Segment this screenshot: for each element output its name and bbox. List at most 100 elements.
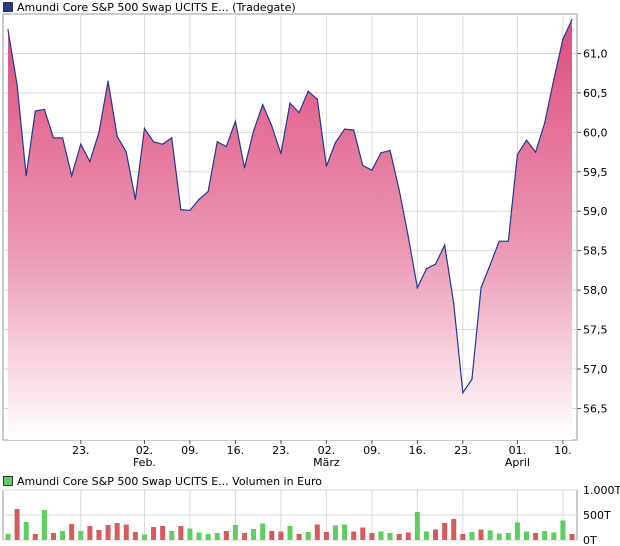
volume-bar <box>387 533 393 540</box>
price-y-tick-label: 56,5 <box>583 402 608 415</box>
price-point <box>216 141 218 143</box>
price-point <box>343 128 346 130</box>
volume-legend-swatch <box>3 476 13 486</box>
price-point <box>462 392 464 394</box>
price-point <box>71 175 73 177</box>
price-x-month-label: Feb. <box>133 456 156 469</box>
volume-bar <box>542 531 548 540</box>
price-x-tick-label: 16. <box>227 444 245 457</box>
volume-bar <box>60 531 66 540</box>
price-point <box>389 149 391 152</box>
volume-legend-label: Amundi Core S&P 500 Swap UCITS E... Volu… <box>17 474 323 488</box>
volume-bar <box>433 529 439 540</box>
price-area-fill <box>8 19 572 441</box>
volume-bar <box>296 534 302 540</box>
volume-bar <box>251 529 257 540</box>
volume-bar <box>496 533 502 540</box>
price-x-month-label: April <box>505 456 530 469</box>
price-x-tick-label: 02. <box>318 444 336 457</box>
price-point <box>525 139 528 141</box>
price-point <box>289 102 291 104</box>
volume-bar <box>14 509 20 540</box>
volume-chart: 1.000T 500T 0T <box>2 484 620 546</box>
volume-bar <box>314 524 320 540</box>
volume-bar <box>378 531 384 540</box>
price-point <box>516 153 519 156</box>
volume-bar <box>287 526 293 540</box>
volume-bar <box>178 526 184 540</box>
price-point <box>307 90 309 92</box>
volume-bar <box>214 533 220 540</box>
volume-y-tick-label: 500T <box>583 509 611 522</box>
volume-bar <box>560 520 566 540</box>
price-point <box>507 240 509 242</box>
price-point <box>43 108 45 111</box>
price-point <box>498 240 500 242</box>
price-point <box>152 141 155 143</box>
volume-legend: Amundi Core S&P 500 Swap UCITS E... Volu… <box>3 474 322 488</box>
price-point <box>489 264 491 266</box>
volume-bar <box>396 534 402 540</box>
volume-bar <box>487 530 493 540</box>
price-y-tick-label: 58,0 <box>583 284 608 297</box>
price-point <box>562 38 564 40</box>
volume-bar <box>460 534 466 540</box>
volume-bar <box>351 531 357 540</box>
volume-bar <box>223 531 229 540</box>
price-y-tick-label: 58,5 <box>583 245 608 258</box>
volume-bar <box>260 523 266 540</box>
volume-bar <box>105 525 111 540</box>
volume-bar <box>514 522 520 540</box>
volume-bar <box>123 524 129 540</box>
volume-bar <box>196 532 202 540</box>
price-point <box>544 122 546 124</box>
volume-bar <box>332 525 338 540</box>
volume-bar <box>551 532 557 540</box>
price-y-tick-label: 57,0 <box>583 363 608 376</box>
volume-bar <box>78 531 84 540</box>
volume-bar <box>569 534 575 540</box>
price-x-month-label: März <box>313 456 340 469</box>
volume-bar <box>269 531 275 540</box>
price-point <box>61 137 64 139</box>
price-point <box>225 145 227 148</box>
price-point <box>553 78 555 81</box>
price-point <box>380 152 382 154</box>
price-point <box>34 110 36 112</box>
price-chart: 61,0 60,5 60,0 59,5 59,0 58,5 58,0 57,5 57,0 56,5… <box>2 13 608 469</box>
price-x-tick-label: 02. <box>136 444 154 457</box>
price-point <box>444 244 446 246</box>
price-x-tick-label: 23. <box>272 444 290 457</box>
volume-bar <box>96 530 102 540</box>
price-x-tick-label: 10. <box>554 444 572 457</box>
price-y-tick-label: 60,5 <box>583 87 608 100</box>
volume-bar <box>151 527 157 540</box>
volume-bar <box>369 533 375 540</box>
price-point <box>171 137 173 139</box>
volume-bar <box>41 510 47 540</box>
volume-bar <box>405 532 411 540</box>
volume-bar <box>323 532 329 540</box>
volume-bar <box>442 523 448 540</box>
price-point <box>16 84 18 86</box>
price-point <box>398 189 400 191</box>
price-y-tick-label: 57,5 <box>583 324 608 337</box>
price-point <box>180 209 182 211</box>
volume-bar <box>5 534 11 540</box>
price-point <box>98 131 100 133</box>
volume-bar <box>232 525 238 540</box>
price-y-tick-label: 59,0 <box>583 205 608 218</box>
price-point <box>207 190 209 193</box>
volume-bar <box>69 524 75 540</box>
price-point <box>480 287 482 289</box>
price-point <box>535 151 537 153</box>
price-x-tick-label: 23. <box>454 444 472 457</box>
price-y-tick-label: 59,5 <box>583 166 608 179</box>
price-point <box>371 169 373 171</box>
volume-bar <box>87 526 93 540</box>
price-legend-swatch <box>3 2 13 12</box>
price-point <box>134 198 136 200</box>
price-point <box>143 127 146 129</box>
volume-bar <box>478 529 484 540</box>
volume-bar <box>242 533 248 540</box>
